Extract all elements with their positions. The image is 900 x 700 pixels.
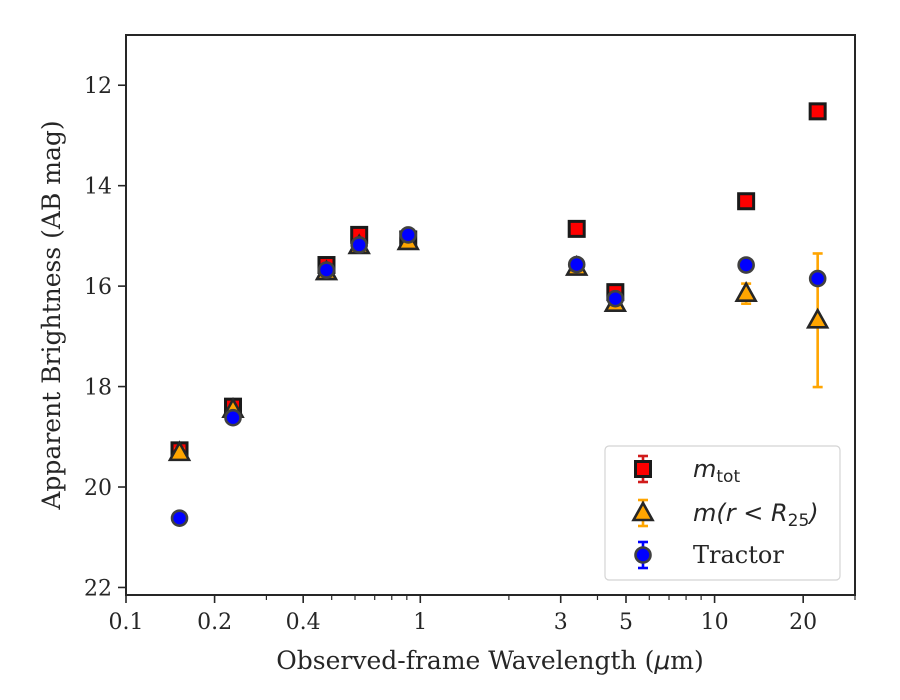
x-tick-label: 0.2 xyxy=(197,610,232,635)
y-tick-label: 18 xyxy=(84,376,112,401)
x-tick-label: 10 xyxy=(701,610,729,635)
y-tick-label: 14 xyxy=(84,175,112,200)
y-tick-label: 20 xyxy=(84,476,112,501)
data-point-tractor xyxy=(606,289,625,308)
legend-label-mtot: mtot xyxy=(693,455,740,487)
axis-ticks: 0.1 0.2 0.4 1 3 5 10 20 12 14 16 18 20 22 xyxy=(84,74,856,635)
y-axis-label: Apparent Brightness (AB mag) xyxy=(37,120,66,510)
x-tick-label: 5 xyxy=(619,610,633,635)
data-point-mtot xyxy=(737,192,756,211)
x-axis-label: Observed-frame Wavelength (μm) xyxy=(276,646,703,675)
x-tick-label: 20 xyxy=(789,610,817,635)
legend-mtot-base: m xyxy=(693,455,716,483)
data-point-tractor xyxy=(399,226,418,244)
x-axis-label-mu: μ xyxy=(653,646,670,675)
legend: mtot m(r < R25) Tractor xyxy=(604,445,841,581)
series-tractor xyxy=(170,226,827,527)
data-point-mr25 xyxy=(734,280,758,302)
legend-symbols xyxy=(631,454,655,570)
data-marks xyxy=(167,102,830,527)
data-point-tractor xyxy=(170,509,189,527)
legend-mr25-close: ) xyxy=(807,499,818,527)
data-point-mr25 xyxy=(167,440,192,462)
data-point-tractor xyxy=(567,255,586,274)
plot-frame xyxy=(125,34,856,596)
legend-marker-mtot xyxy=(634,460,652,478)
data-point-mtot xyxy=(808,102,827,121)
legend-label-mr25: m(r < R25) xyxy=(693,499,819,531)
data-point-tractor xyxy=(808,269,827,288)
y-tick-label: 16 xyxy=(84,275,112,300)
data-point-tractor xyxy=(350,236,368,254)
legend-box xyxy=(604,445,841,581)
legend-mr25-base: m(r < R xyxy=(693,499,788,527)
x-tick-label: 1 xyxy=(413,610,427,635)
y-tick-label: 22 xyxy=(84,576,112,601)
data-point-tractor xyxy=(737,256,755,274)
legend-label-tractor: Tractor xyxy=(693,541,784,569)
x-tick-label: 3 xyxy=(554,610,568,635)
legend-marker-mr25 xyxy=(631,500,655,522)
legend-mtot-sub: tot xyxy=(716,467,740,487)
x-tick-label: 0.1 xyxy=(109,610,144,635)
legend-marker-tractor xyxy=(634,546,652,564)
data-point-tractor xyxy=(224,408,242,427)
legend-mr25-sub: 25 xyxy=(788,511,810,531)
data-point-tractor xyxy=(317,261,336,279)
data-point-mtot xyxy=(567,219,586,238)
data-point-mr25 xyxy=(805,307,830,329)
y-tick-label: 12 xyxy=(84,74,112,99)
x-tick-label: 0.4 xyxy=(286,610,321,635)
x-axis-label-main: Observed-frame Wavelength ( xyxy=(276,646,654,675)
x-axis-label-unit: m) xyxy=(670,646,703,675)
